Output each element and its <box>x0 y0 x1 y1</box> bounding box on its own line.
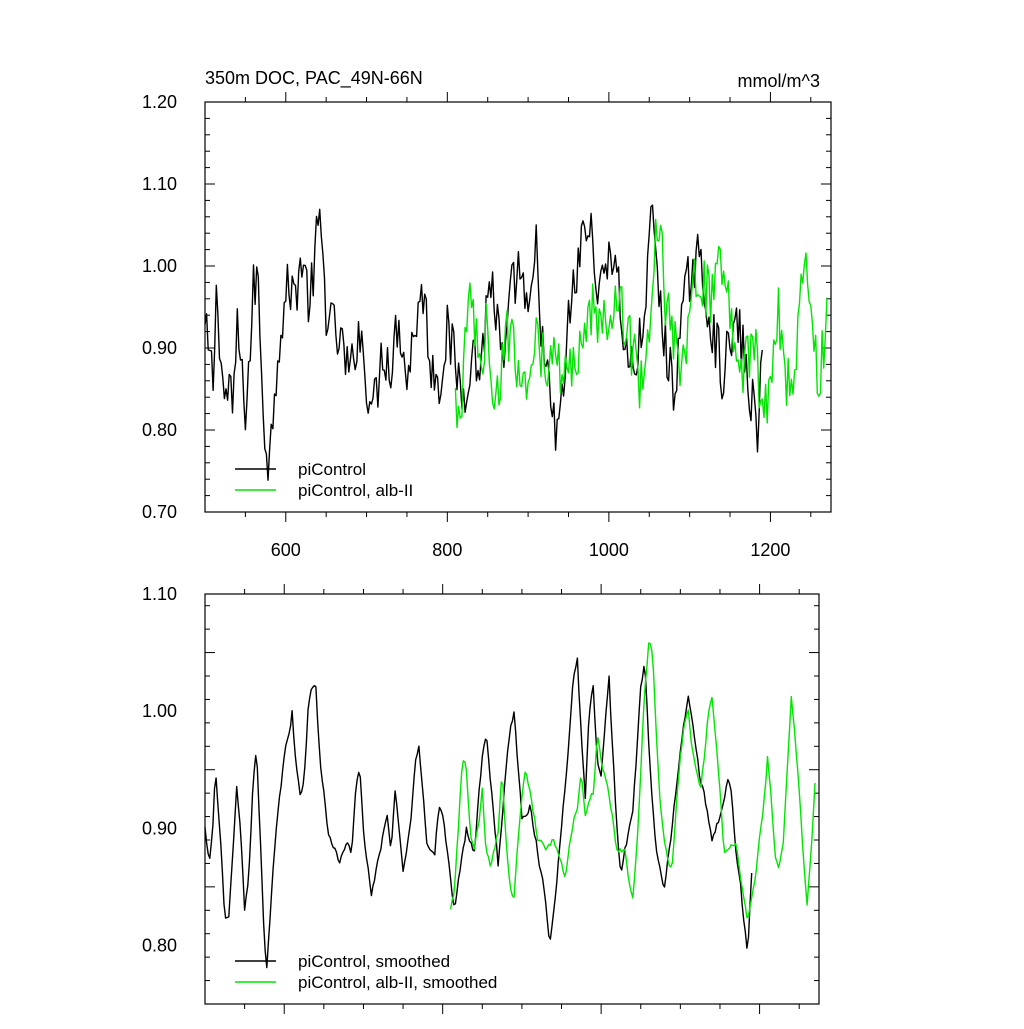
legend-label-picontrol-alb-ii: piControl, alb-II <box>298 481 413 500</box>
bottom-panel-ticks <box>205 584 819 1014</box>
series-line-picontrol-smoothed <box>204 657 753 969</box>
y-tick-label: 1.10 <box>142 584 177 604</box>
legend-label-picontrol-alb-ii-smoothed: piControl, alb-II, smoothed <box>298 973 497 992</box>
x-tick-label: 600 <box>271 540 301 560</box>
bottom-panel: 0.80 0.90 1.00 1.10 piControl, smoothed piC… <box>142 584 820 1014</box>
top-panel-legend: piControl piControl, alb-II <box>235 460 413 500</box>
top-panel-frame <box>204 101 832 513</box>
top-panel-units: mmol/m^3 <box>738 71 820 91</box>
top-panel-title: 350m DOC, PAC_49N-66N <box>205 68 423 89</box>
y-tick-label: 1.10 <box>142 174 177 194</box>
x-tick-label: 1000 <box>589 540 629 560</box>
bottom-panel-series <box>204 642 816 969</box>
bottom-panel-legend: piControl, smoothed piControl, alb-II, s… <box>235 952 497 992</box>
x-tick-label: 800 <box>432 540 462 560</box>
legend-label-picontrol-smoothed: piControl, smoothed <box>298 952 450 971</box>
top-panel-ticks <box>205 92 831 522</box>
bottom-panel-frame <box>204 593 820 1005</box>
top-panel-series <box>204 204 828 481</box>
bottom-panel-y-tick-labels: 0.80 0.90 1.00 1.10 <box>142 584 177 955</box>
y-tick-label: 1.20 <box>142 92 177 112</box>
y-tick-label: 0.80 <box>142 935 177 955</box>
legend-label-picontrol: piControl <box>298 460 366 479</box>
top-panel: 350m DOC, PAC_49N-66N mmol/m^3 0.700.800… <box>142 68 832 560</box>
top-panel-x-tick-labels: 600 800 1000 1200 <box>271 540 791 560</box>
x-tick-label: 1200 <box>750 540 790 560</box>
y-tick-label: 0.80 <box>142 420 177 440</box>
y-tick-label: 1.00 <box>142 256 177 276</box>
y-tick-label: 0.90 <box>142 338 177 358</box>
series-line-picontrol <box>204 204 763 481</box>
series-line-picontrol-alb-ii-smoothed <box>449 642 816 919</box>
y-tick-label: 0.90 <box>142 818 177 838</box>
y-tick-label: 0.70 <box>142 502 177 522</box>
series-line-picontrol-alb-ii <box>454 218 828 429</box>
y-tick-label: 1.00 <box>142 701 177 721</box>
top-panel-y-tick-labels: 0.70 0.80 0.90 1.00 1.10 1.20 <box>142 92 177 522</box>
